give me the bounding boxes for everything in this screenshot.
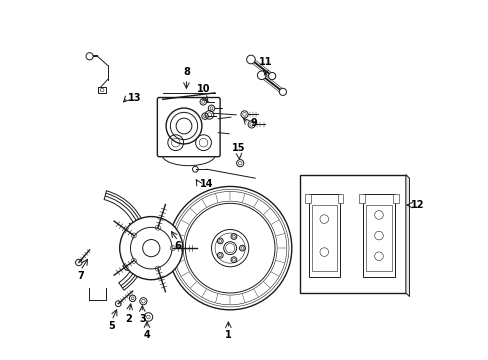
Bar (98, 87, 106, 93)
Bar (362, 194, 394, 277)
Bar (305, 194, 310, 203)
Text: 9: 9 (250, 118, 257, 128)
Circle shape (268, 72, 275, 80)
Text: 10: 10 (196, 84, 209, 94)
Circle shape (86, 53, 93, 60)
Text: 6: 6 (174, 241, 181, 251)
Bar (392, 194, 398, 203)
Circle shape (168, 186, 291, 310)
Text: 2: 2 (125, 314, 132, 324)
Text: 1: 1 (224, 330, 231, 340)
Circle shape (257, 71, 265, 80)
FancyBboxPatch shape (157, 98, 220, 157)
Text: 11: 11 (259, 57, 272, 67)
Text: 14: 14 (199, 179, 213, 189)
Text: 5: 5 (108, 321, 115, 331)
Text: 12: 12 (410, 200, 423, 210)
Text: 15: 15 (232, 143, 245, 153)
Text: 8: 8 (183, 67, 189, 77)
Bar (337, 194, 343, 203)
Text: 7: 7 (77, 271, 84, 281)
Bar (359, 194, 364, 203)
Text: 3: 3 (139, 314, 145, 324)
Circle shape (166, 108, 202, 144)
Circle shape (120, 217, 183, 280)
Bar (300, 175, 405, 293)
Bar (311, 205, 336, 271)
Bar (365, 205, 391, 271)
Circle shape (279, 88, 286, 95)
Polygon shape (405, 175, 408, 297)
Bar (308, 194, 339, 277)
Text: 13: 13 (128, 93, 142, 103)
Circle shape (246, 55, 255, 64)
Text: 4: 4 (143, 330, 150, 340)
